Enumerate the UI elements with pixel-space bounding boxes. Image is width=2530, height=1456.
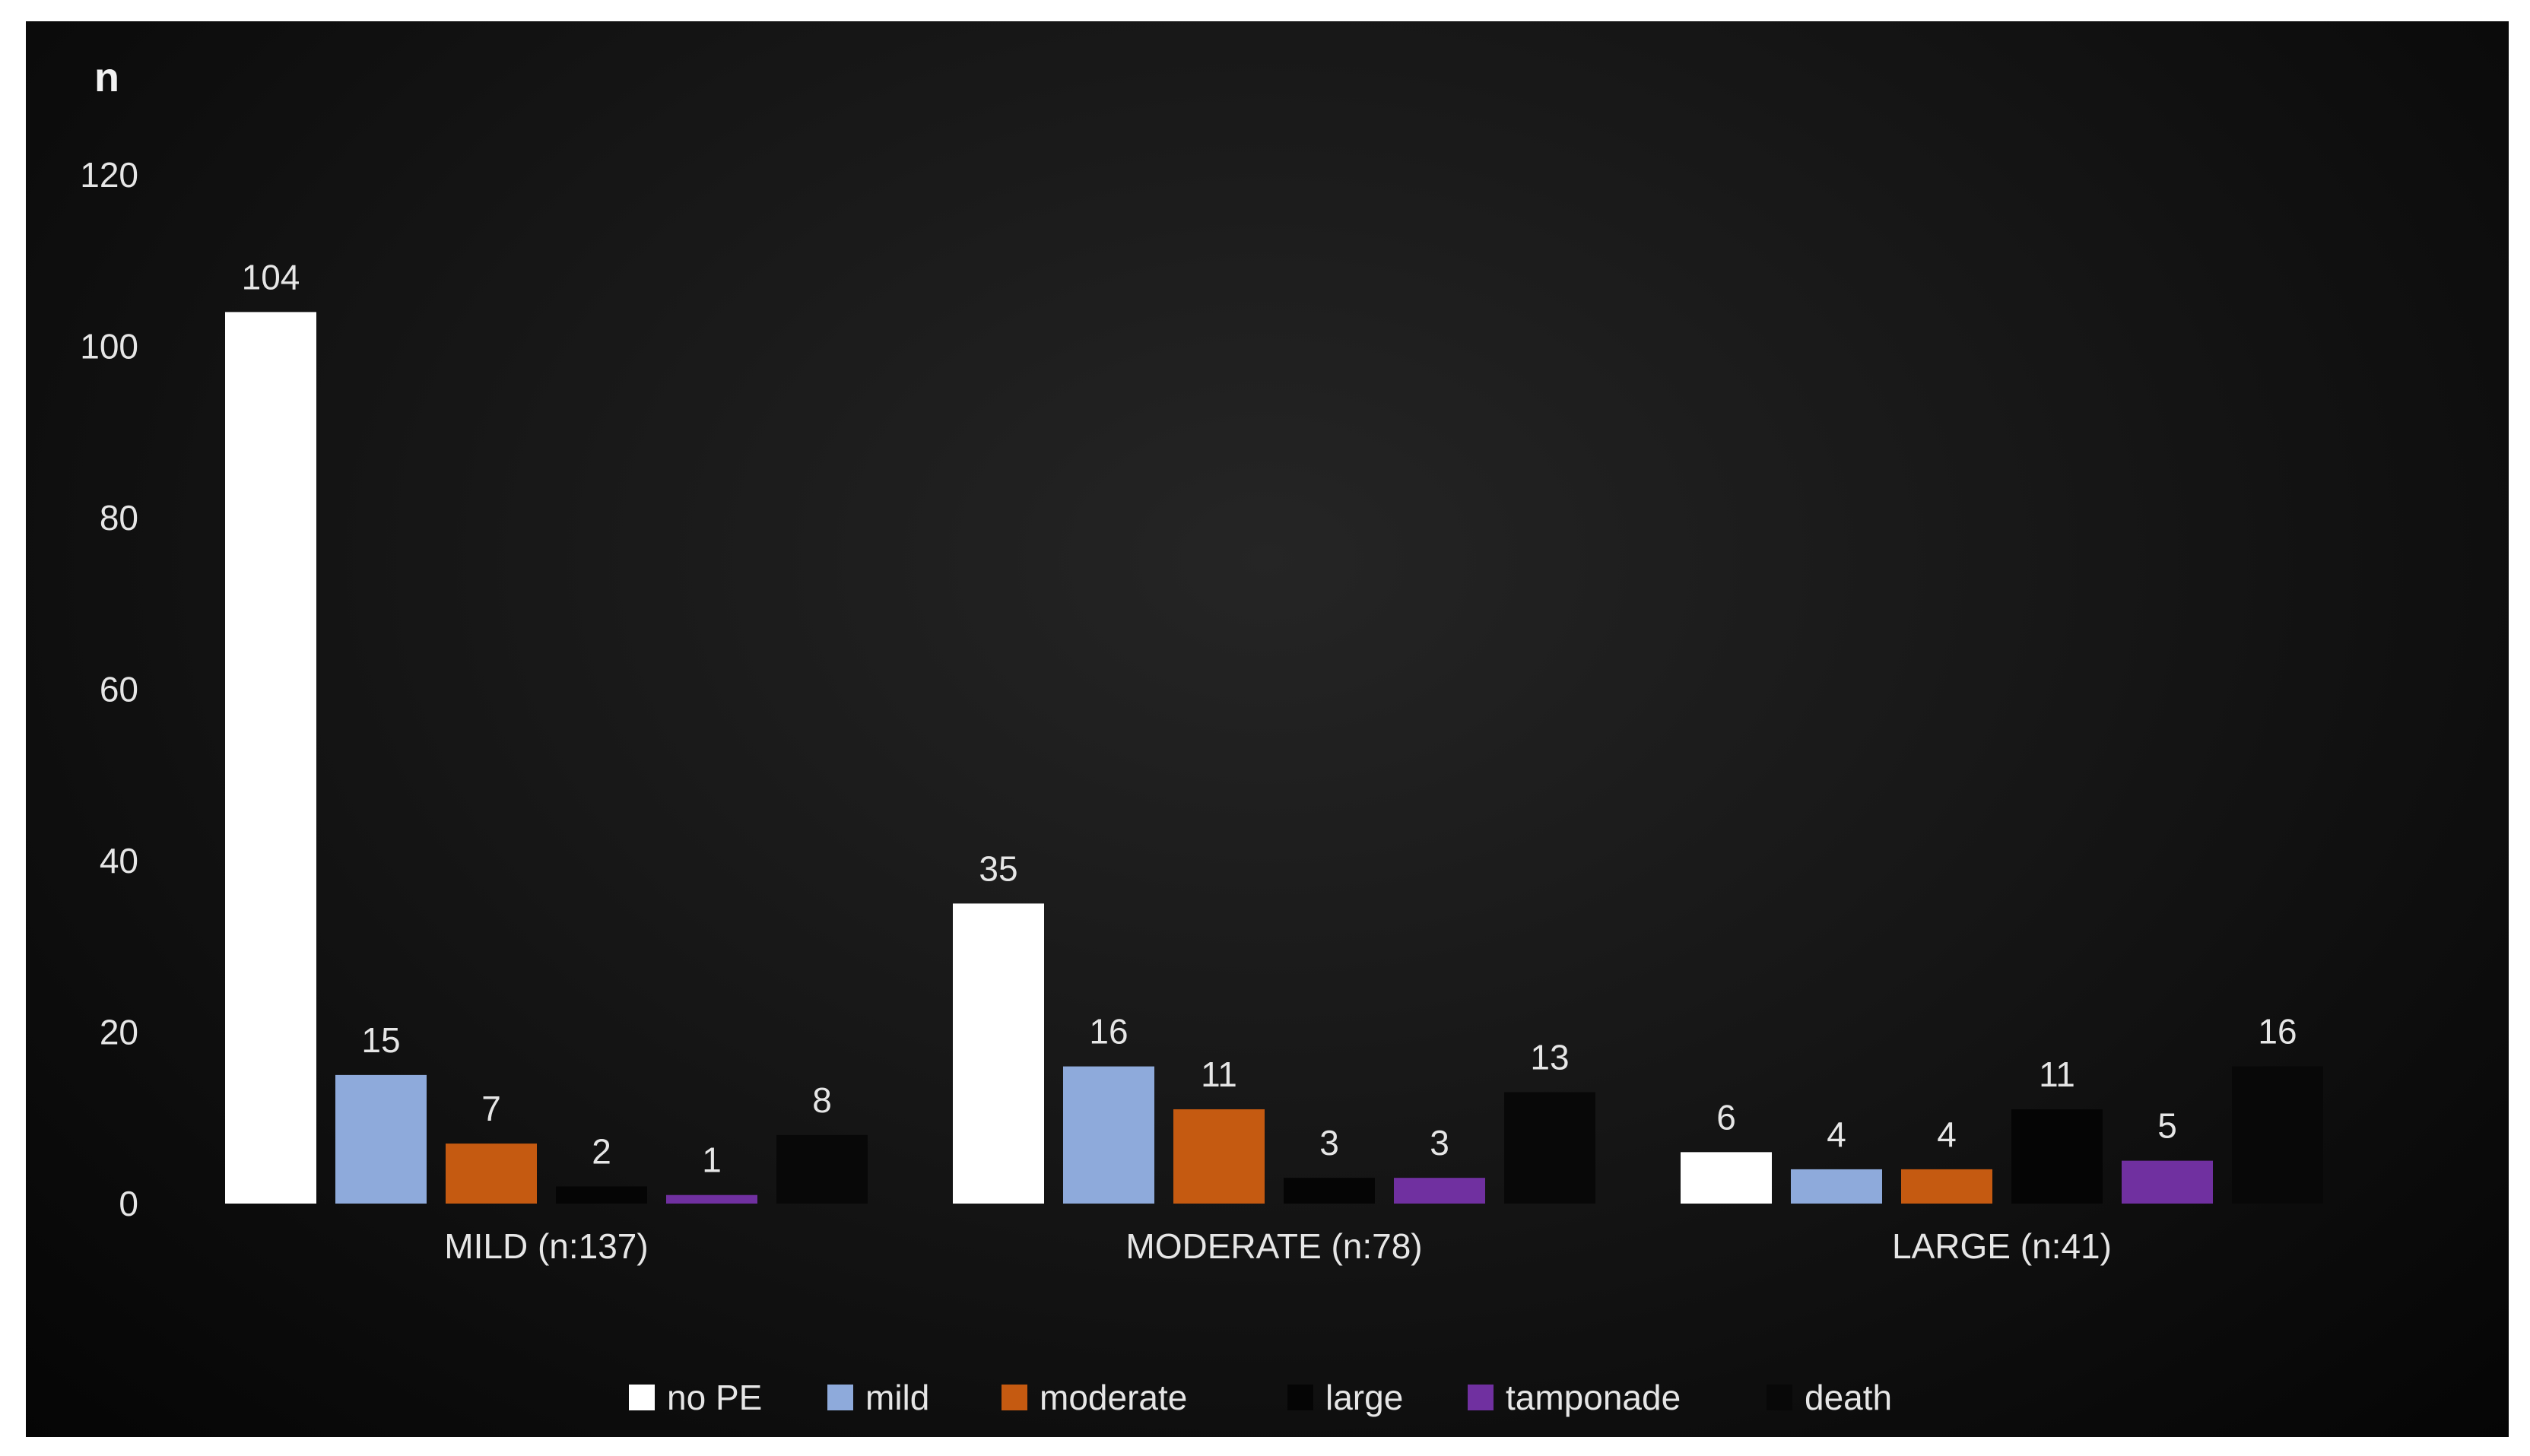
bar [2122,1160,2213,1204]
bar [446,1144,537,1204]
y-axis-title: n [94,55,119,100]
category-label: MILD (n:137) [444,1226,648,1266]
data-label: 2 [592,1131,611,1171]
bar [556,1186,647,1204]
legend-swatch [827,1385,853,1410]
legend-swatch [1468,1385,1494,1410]
bar [225,312,316,1204]
legend: no PE mild moderate large tamponade death [629,1378,1892,1417]
y-tick-label: 80 [100,498,138,538]
y-tick-label: 40 [100,841,138,880]
legend-swatch [629,1385,655,1410]
legend-swatch [1002,1385,1027,1410]
bar-group [225,312,868,1204]
data-labels: 104 15 7 2 1 8 35 16 11 3 3 13 6 4 4 11 5 16 [242,257,2297,1179]
legend-label: large [1325,1378,1403,1417]
data-label: 11 [2039,1055,2075,1094]
data-label: 104 [242,257,300,297]
bar [2011,1109,2103,1204]
bar [2232,1066,2323,1204]
y-tick-label: 120 [80,155,138,195]
legend-swatch [1767,1385,1792,1410]
data-label: 1 [702,1140,722,1180]
legend-item: tamponade [1468,1378,1681,1417]
bar [953,903,1044,1204]
data-label: 5 [2157,1106,2177,1146]
data-label: 6 [1716,1097,1736,1137]
data-label: 3 [1319,1123,1339,1163]
legend-item: large [1287,1378,1403,1417]
data-label: 16 [2258,1012,2297,1052]
legend-swatch [1287,1385,1313,1410]
legend-item: mild [827,1378,929,1417]
grouped-bar-chart: n 0 20 40 60 80 100 120 104 15 7 2 1 8 35 16 11 3 3 13 6 4 4… [80,55,2323,1417]
data-label: 4 [1827,1115,1846,1154]
bar-group [1681,1066,2323,1204]
data-label: 11 [1201,1055,1237,1094]
category-label: MODERATE (n:78) [1125,1226,1422,1266]
legend-label: tamponade [1506,1378,1681,1417]
legend-label: moderate [1040,1378,1187,1417]
y-axis-ticks: 0 20 40 60 80 100 120 [80,155,138,1223]
data-label: 8 [812,1080,832,1120]
data-label: 4 [1937,1115,1957,1154]
bar [1284,1178,1375,1204]
bar [1173,1109,1265,1204]
legend-label: mild [865,1378,929,1417]
category-labels: MILD (n:137) MODERATE (n:78) LARGE (n:41) [444,1226,2112,1266]
bar [1791,1169,1882,1204]
bar [776,1134,868,1204]
y-tick-label: 60 [100,670,138,709]
bar [1681,1152,1772,1204]
data-label: 13 [1530,1037,1569,1077]
bar [1504,1092,1595,1204]
data-label: 3 [1430,1123,1449,1163]
legend-label: death [1805,1378,1892,1417]
legend-item: no PE [629,1378,762,1417]
bar [1901,1169,1992,1204]
data-label: 35 [979,849,1017,888]
data-label: 15 [361,1020,400,1060]
y-tick-label: 0 [119,1184,138,1223]
chart-frame: n 0 20 40 60 80 100 120 104 15 7 2 1 8 35 16 11 3 3 13 6 4 4… [26,21,2509,1437]
y-tick-label: 20 [100,1013,138,1052]
legend-item: death [1767,1378,1892,1417]
bar [666,1194,757,1204]
bar-groups [225,312,2323,1204]
legend-item: moderate [1002,1378,1187,1417]
data-label: 7 [481,1089,501,1128]
bar [1394,1178,1485,1204]
legend-label: no PE [667,1378,762,1417]
y-tick-label: 100 [80,327,138,366]
bar-group [953,903,1595,1204]
data-label: 16 [1089,1012,1128,1052]
category-label: LARGE (n:41) [1892,1226,2112,1266]
bar [1063,1066,1154,1204]
bar [335,1074,427,1204]
